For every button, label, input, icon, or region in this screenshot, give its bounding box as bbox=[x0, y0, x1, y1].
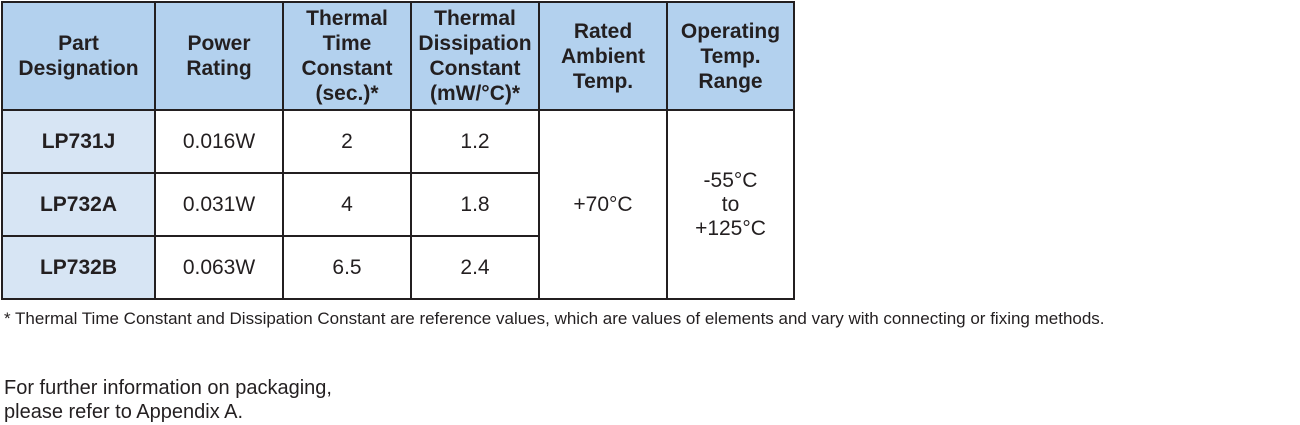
time-constant-cell: 2 bbox=[282, 109, 412, 174]
info-line: please refer to Appendix A. bbox=[4, 401, 244, 423]
header-power-rating: Power Rating bbox=[154, 1, 284, 111]
dissipation-cell: 1.2 bbox=[410, 109, 540, 174]
table-row: LP732B 0.063W 6.5 2.4 bbox=[1, 235, 794, 300]
header-row: Part Designation Power Rating Thermal Time … bbox=[1, 1, 795, 111]
header-part-designation: Part Designation bbox=[1, 1, 156, 111]
header-rated-ambient-temp: Rated Ambient Temp. bbox=[538, 1, 668, 111]
time-constant-cell: 6.5 bbox=[282, 235, 412, 300]
time-constant-cell: 4 bbox=[282, 172, 412, 237]
table-row: LP731J 0.016W 2 1.2 +70°C -55°C to +125°C bbox=[1, 109, 795, 300]
spec-table: Part Designation Power Rating Thermal Time … bbox=[1, 1, 795, 300]
rated-ambient-temp-cell: +70°C bbox=[538, 109, 668, 300]
packaging-info: For further information on packaging, pl… bbox=[4, 376, 332, 424]
part-cell: LP732B bbox=[1, 235, 156, 300]
info-line: For further information on packaging, bbox=[4, 377, 332, 399]
footnote: * Thermal Time Constant and Dissipation … bbox=[4, 309, 1105, 328]
part-cell: LP732A bbox=[1, 172, 156, 237]
dissipation-cell: 2.4 bbox=[410, 235, 540, 300]
table-row: LP732A 0.031W 4 1.8 bbox=[1, 172, 794, 237]
power-cell: 0.031W bbox=[154, 172, 284, 237]
header-operating-temp-range: Operating Temp. Range bbox=[666, 1, 795, 111]
dissipation-cell: 1.8 bbox=[410, 172, 540, 237]
header-thermal-dissipation-constant: Thermal Dissipation Constant (mW/°C)* bbox=[410, 1, 540, 111]
header-thermal-time-constant: Thermal Time Constant (sec.)* bbox=[282, 1, 412, 111]
part-cell: LP731J bbox=[1, 109, 156, 174]
power-cell: 0.063W bbox=[154, 235, 284, 300]
operating-range-cell: -55°C to +125°C bbox=[666, 109, 795, 300]
power-cell: 0.016W bbox=[154, 109, 284, 174]
